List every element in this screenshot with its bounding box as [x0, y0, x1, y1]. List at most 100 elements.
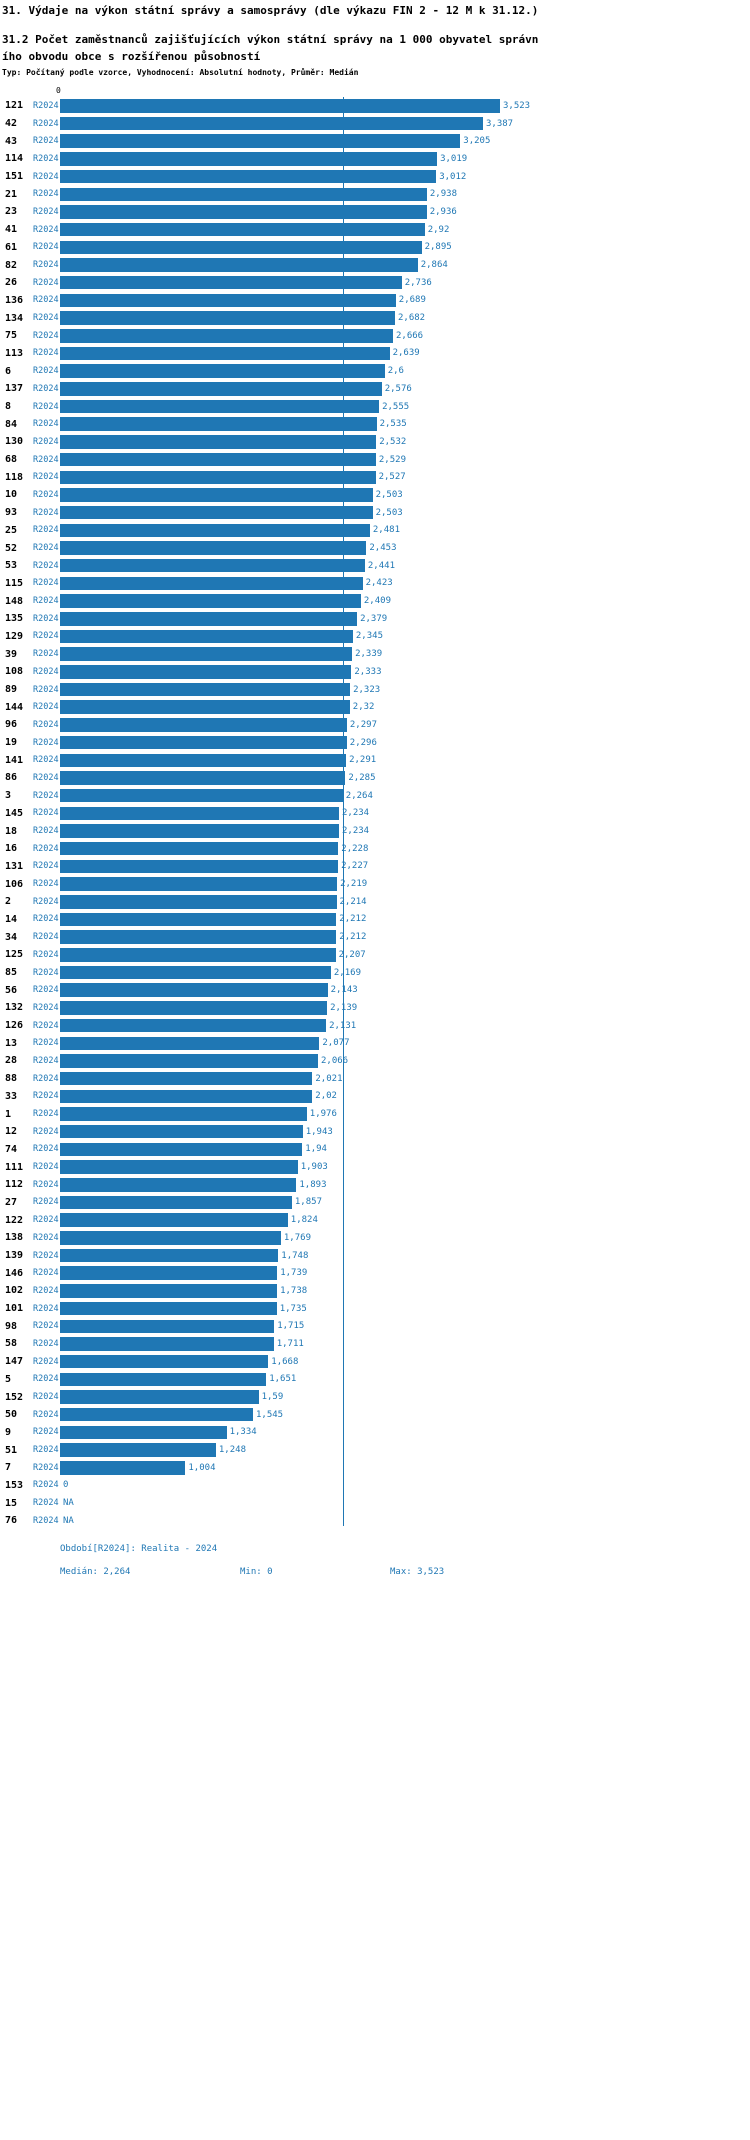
bar-value: 2,936 — [429, 206, 457, 217]
bar-row: 13 R2024 2,077 — [0, 1034, 750, 1052]
row-id: 131 — [5, 860, 24, 872]
bar-area: 1,711 — [60, 1335, 750, 1353]
row-id: 88 — [5, 1073, 18, 1085]
bar-value: 2,212 — [339, 932, 367, 943]
row-id: 145 — [5, 807, 24, 819]
series-label: R2024 — [33, 1232, 59, 1243]
bar-row: 126 R2024 2,131 — [0, 1017, 750, 1035]
bar-area: 1,893 — [60, 1176, 750, 1194]
series-label: R2024 — [33, 949, 59, 960]
row-id: 114 — [5, 153, 24, 165]
row-id: 84 — [5, 418, 18, 430]
bar-row: 53 R2024 2,441 — [0, 557, 750, 575]
bar-value: 1,248 — [218, 1445, 246, 1456]
bar-row: 5 R2024 1,651 — [0, 1371, 750, 1389]
series-label: R2024 — [33, 1144, 59, 1155]
bar-area: 2,6 — [60, 362, 750, 380]
row-id: 27 — [5, 1196, 18, 1208]
bar-value: 2,333 — [354, 666, 382, 677]
bar-chart: 121 R2024 3,523 42 R2024 3,387 43 R2024 3,205 114… — [0, 97, 750, 1530]
bar-value: 3,387 — [486, 118, 514, 129]
bar-value: 2,323 — [353, 684, 381, 695]
bar-value: 1,004 — [188, 1462, 216, 1473]
bar-area: 2,666 — [60, 327, 750, 345]
series-label: R2024 — [33, 719, 59, 730]
bar — [60, 895, 337, 909]
series-label: R2024 — [33, 1091, 59, 1102]
series-label: R2024 — [33, 1356, 59, 1367]
report-title: 31. Výdaje na výkon státní správy a samo… — [2, 4, 539, 17]
bar-area: 3,523 — [60, 97, 750, 115]
bar-value: 2,214 — [339, 896, 367, 907]
bar-row: 136 R2024 2,689 — [0, 292, 750, 310]
bar-area: 2,532 — [60, 433, 750, 451]
series-label: R2024 — [33, 1020, 59, 1031]
bar-area: 2,219 — [60, 875, 750, 893]
bar-row: 112 R2024 1,893 — [0, 1176, 750, 1194]
bar — [60, 240, 422, 255]
series-label: R2024 — [33, 1321, 59, 1332]
series-label: R2024 — [33, 189, 59, 200]
bar — [60, 1142, 303, 1157]
bar-area: 1,976 — [60, 1105, 750, 1123]
bar-row: 85 R2024 2,169 — [0, 964, 750, 982]
bar-value: 3,019 — [440, 153, 468, 164]
bar — [60, 1443, 216, 1457]
row-id: 93 — [5, 507, 18, 519]
row-id: 58 — [5, 1338, 18, 1350]
bar-row: 147 R2024 1,668 — [0, 1353, 750, 1371]
bar-value: 1,735 — [279, 1303, 307, 1314]
bar-row: 8 R2024 2,555 — [0, 398, 750, 416]
bar-row: 21 R2024 2,938 — [0, 185, 750, 203]
bar — [60, 859, 339, 874]
bar-value: 2,169 — [333, 967, 361, 978]
row-id: 33 — [5, 1090, 18, 1102]
bar-value: 2,291 — [349, 755, 377, 766]
bar — [60, 1124, 303, 1139]
bar-value: 2,409 — [363, 596, 391, 607]
row-id: 136 — [5, 294, 24, 306]
bar-row: 132 R2024 2,139 — [0, 999, 750, 1017]
bar — [60, 1390, 259, 1404]
bar-area: 2,441 — [60, 557, 750, 575]
bar-area: 2,291 — [60, 751, 750, 769]
bar — [60, 682, 351, 697]
bar — [60, 488, 373, 502]
row-id: 106 — [5, 878, 24, 890]
bar-value: 2,666 — [396, 330, 424, 341]
series-label: R2024 — [33, 1055, 59, 1066]
row-id: 139 — [5, 1250, 24, 1262]
bar-row: 33 R2024 2,02 — [0, 1088, 750, 1106]
bar-area: 1,738 — [60, 1282, 750, 1300]
bar-value: 2,576 — [384, 383, 412, 394]
bar — [60, 1036, 320, 1051]
bar-value: 2,296 — [349, 737, 377, 748]
bar-area: 1,903 — [60, 1158, 750, 1176]
series-label: R2024 — [33, 1303, 59, 1314]
series-label: R2024 — [33, 118, 59, 129]
bar-row: 139 R2024 1,748 — [0, 1247, 750, 1265]
series-label: R2024 — [33, 1179, 59, 1190]
series-label: R2024 — [33, 489, 59, 500]
row-id: 147 — [5, 1356, 24, 1368]
bar-area: 1,668 — [60, 1353, 750, 1371]
bar-area: 2,503 — [60, 504, 750, 522]
bar — [60, 877, 338, 891]
row-id: 8 — [5, 401, 12, 413]
bar-value: 3,523 — [503, 100, 531, 111]
row-id: 21 — [5, 188, 18, 200]
bar-area: 2,228 — [60, 840, 750, 858]
series-label: R2024 — [33, 1480, 59, 1491]
row-id: 115 — [5, 577, 24, 589]
series-label: R2024 — [33, 967, 59, 978]
bar-area: 2,682 — [60, 309, 750, 327]
bar — [60, 275, 402, 290]
series-label: R2024 — [33, 896, 59, 907]
row-id: 102 — [5, 1285, 24, 1297]
bar-row: 50 R2024 1,545 — [0, 1406, 750, 1424]
series-label: R2024 — [33, 790, 59, 801]
series-label: R2024 — [33, 1374, 59, 1385]
bar-row: 18 R2024 2,234 — [0, 822, 750, 840]
bar — [60, 594, 361, 608]
bar-row: 151 R2024 3,012 — [0, 168, 750, 186]
